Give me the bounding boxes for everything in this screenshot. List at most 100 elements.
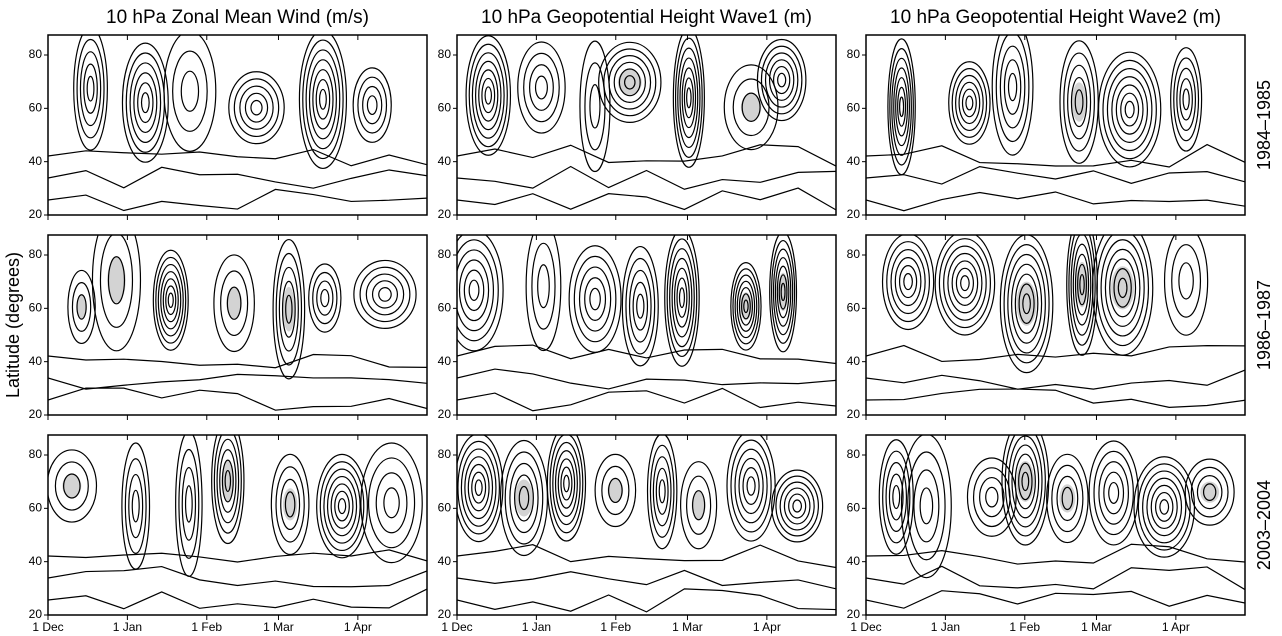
x-tick-label: 1 Jan [113,620,142,634]
contour-line [777,72,787,88]
contour-line [484,86,493,105]
contour-line [760,45,803,115]
contour-line [692,490,706,521]
contour-line [594,453,637,528]
contour-line [152,249,189,351]
contour-line [560,466,573,501]
contour-line [54,461,89,511]
contour-line [1011,444,1040,519]
contour-line [1077,263,1087,306]
contour-line [999,45,1026,129]
contour-line [504,451,544,545]
contour-line [891,57,912,156]
contour-line [1003,244,1050,364]
contour-line [458,259,490,322]
contour-line [298,35,348,169]
contour-line [1150,484,1178,530]
x-tick-label: 1 Feb [600,620,631,634]
contour-line [213,435,242,534]
contour-line [738,286,754,326]
contour-line [121,442,151,570]
contour-line [366,95,378,116]
contour-line [1176,67,1197,131]
contour-line [557,458,576,509]
contours [866,235,1245,408]
contour-line [743,299,749,314]
contour-line [608,477,623,504]
contour-line [768,59,795,101]
shaded-region [221,460,235,502]
contours [866,435,1245,609]
row-label: 1986–1987 [1254,280,1274,370]
shaded-region [607,478,624,503]
x-tick-label: 1 Apr [753,620,781,634]
panel-frame [47,434,428,616]
y-tick-label: 40 [29,354,43,368]
contour-line [738,457,764,515]
contour-line [334,490,350,522]
contour-line [1003,59,1022,115]
y-tick-label: 80 [847,247,861,261]
contour-line [270,453,310,556]
contour-line [788,493,807,519]
contour-line [172,50,208,132]
contour-line [961,88,977,118]
contour-line [457,368,836,390]
contour-line [893,67,910,147]
shaded-region [1016,281,1037,326]
contour-line [1070,76,1088,128]
y-tick-label: 60 [438,501,452,515]
contour-line [764,52,799,108]
contour-line [219,449,237,513]
contour-line [525,235,562,352]
contour-line [568,245,622,353]
contour-line [1190,466,1229,518]
contour-line [683,77,694,119]
contour-line [734,448,768,524]
column-title: 10 hPa Geopotential Height Wave2 (m) [890,7,1221,28]
contour-line [316,280,334,316]
contour-line [140,92,150,114]
contour-line [943,245,987,321]
contour-line [383,487,400,519]
x-tick-label: 1 Mar [1081,620,1112,634]
contour-line [628,269,652,343]
contour-line [250,99,263,116]
contour-line [1182,88,1190,111]
contour-line [951,67,988,138]
contour-line [137,82,154,124]
contour-line [1010,263,1043,344]
contour-line [285,294,293,324]
contour-line [517,41,566,134]
contour-line [360,442,423,564]
contour-line [934,235,996,336]
contour-line [938,238,991,329]
contour-line [337,498,347,515]
contour-line [991,35,1034,156]
contour-line [900,435,952,579]
contour-line [226,286,242,320]
contour-line [552,441,581,526]
contour-line [1004,435,1046,537]
contour-line [474,479,483,496]
contour-line [99,235,134,328]
contour-line [1018,462,1033,501]
contour-line [163,35,217,152]
x-tick-label: 1 Mar [263,620,294,634]
contour-line [165,285,177,316]
contour-line [734,274,758,339]
contour-line [48,565,427,588]
contour-line [778,274,788,310]
contour-line [1184,458,1235,526]
contour-line [866,369,1245,390]
contour-line [655,467,669,515]
contour-line [1059,40,1099,164]
contour-line [985,486,999,508]
contour-line [1196,475,1223,510]
contour-line [646,435,678,550]
contour-line [359,266,411,323]
contour-line [625,257,656,355]
contour-line [636,293,645,319]
panel-frame [456,434,837,616]
contour-line [523,52,560,123]
